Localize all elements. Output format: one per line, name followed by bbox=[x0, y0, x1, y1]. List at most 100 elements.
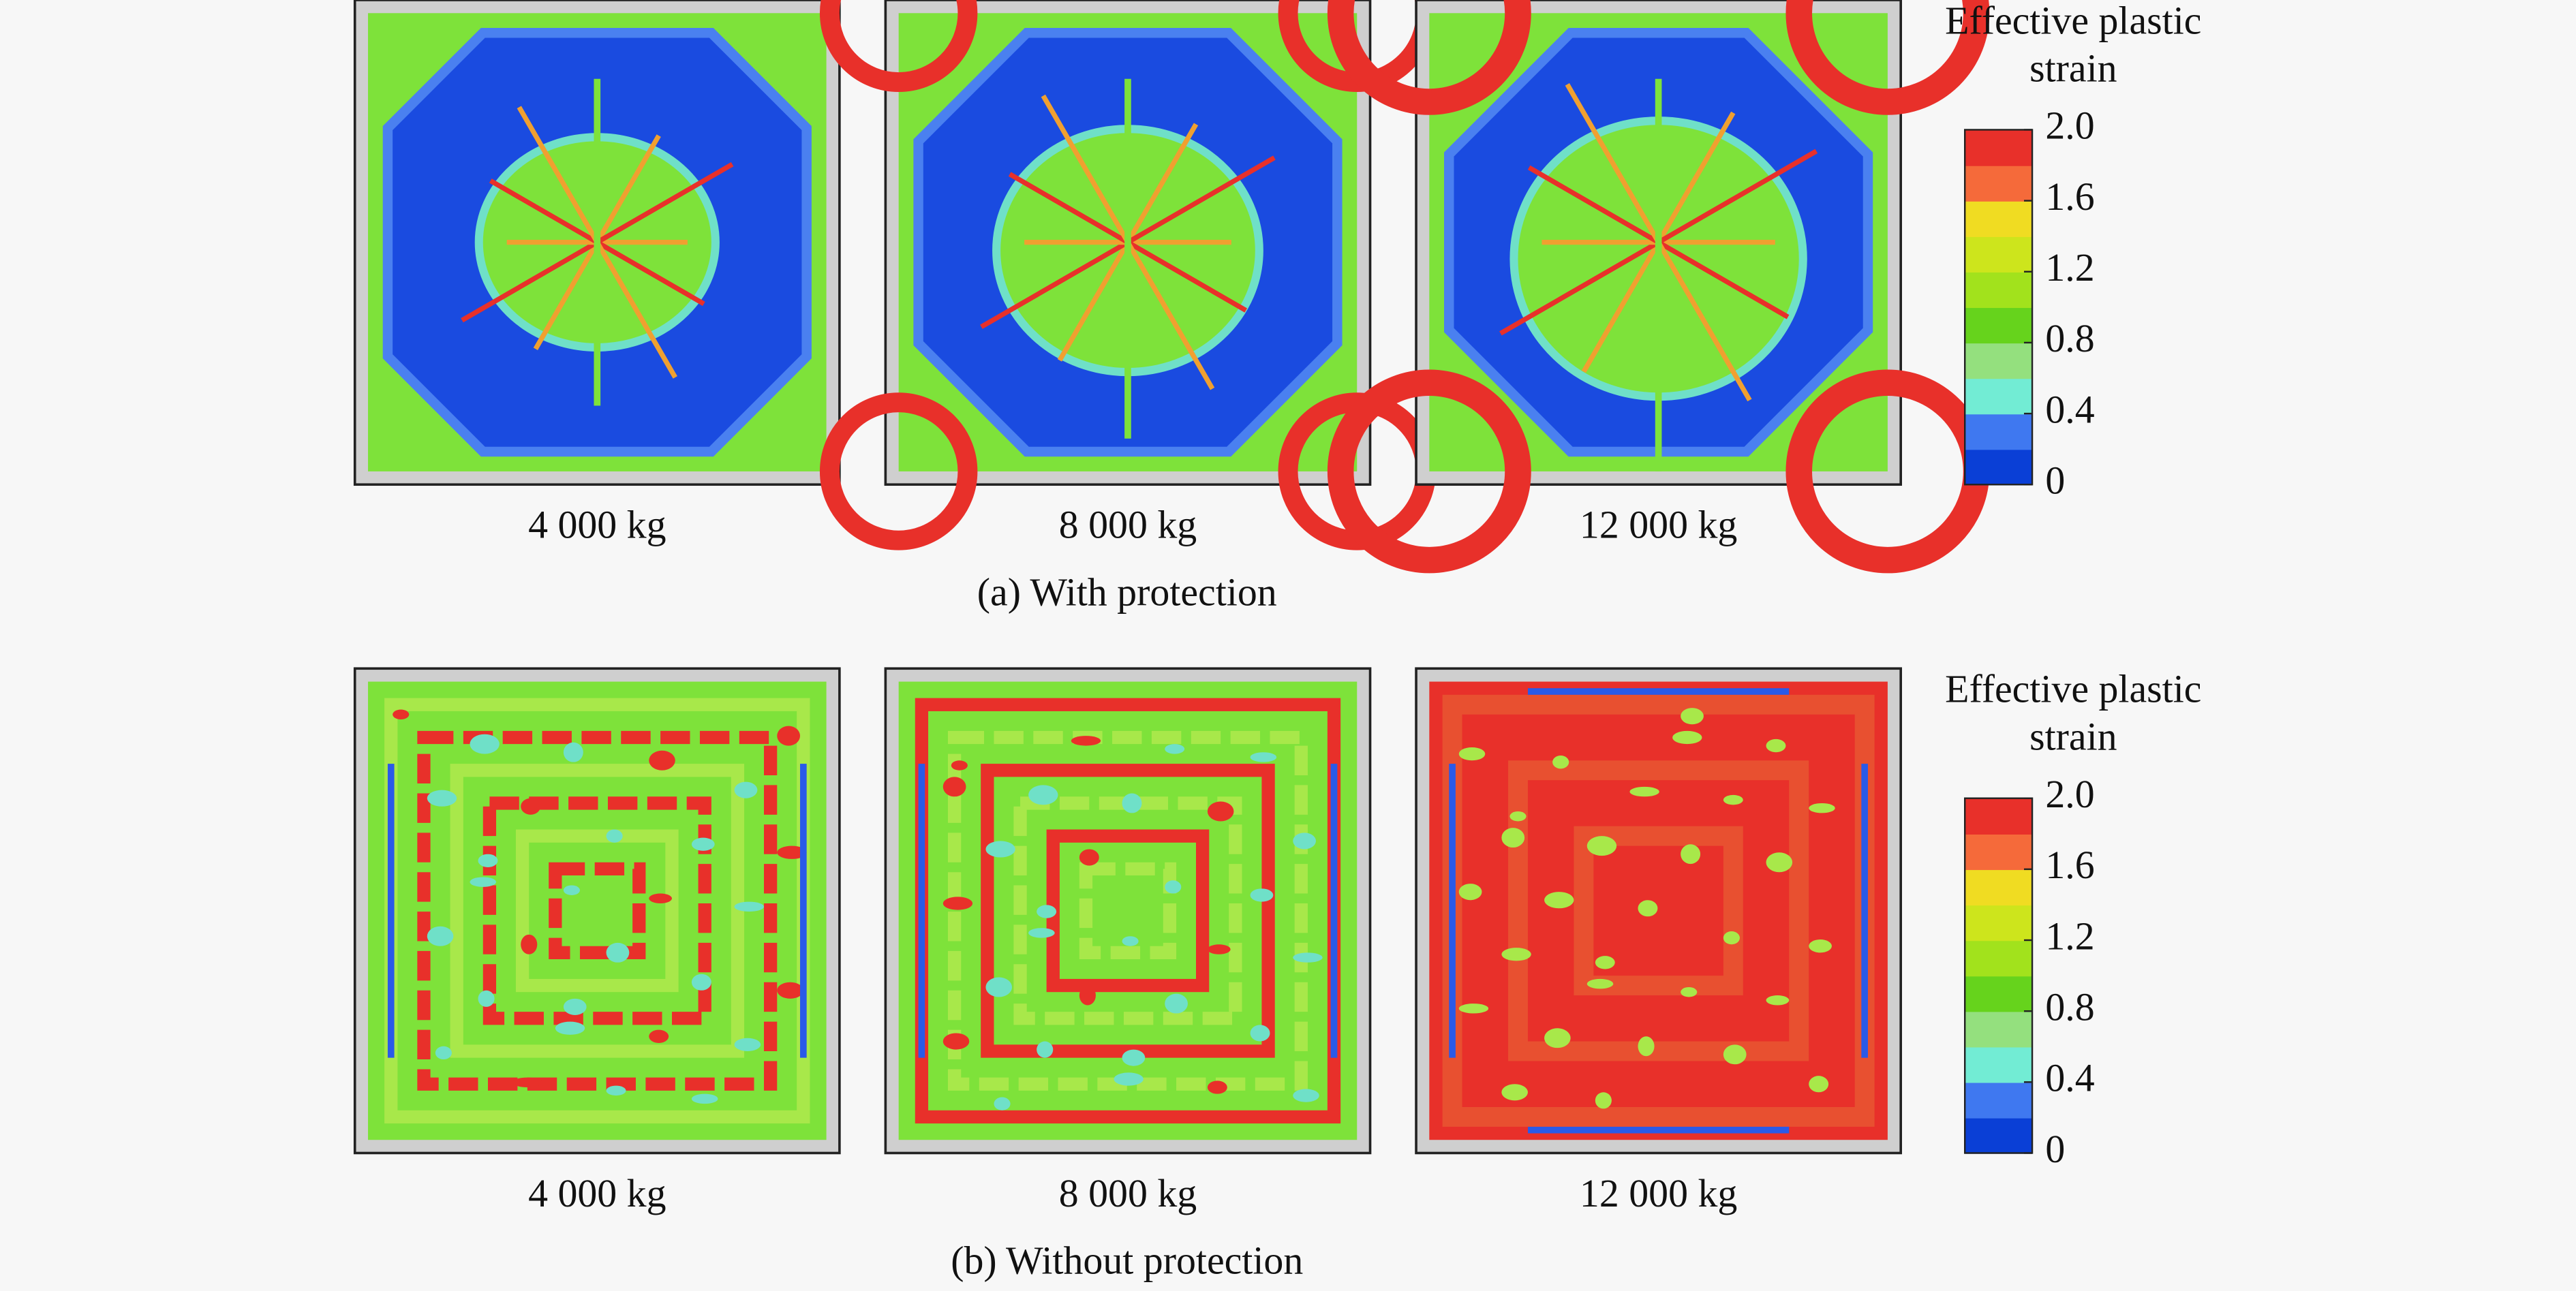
region bbox=[985, 841, 1015, 858]
colorbar-segment bbox=[1965, 414, 2033, 450]
region bbox=[1656, 240, 1752, 402]
region bbox=[1638, 900, 1658, 917]
region bbox=[1681, 844, 1701, 865]
region bbox=[1250, 888, 1274, 902]
region bbox=[563, 998, 587, 1015]
region bbox=[1527, 688, 1790, 695]
region bbox=[649, 1029, 669, 1043]
region bbox=[482, 796, 711, 1025]
region bbox=[450, 764, 745, 1058]
region bbox=[777, 845, 807, 859]
region bbox=[1541, 793, 1776, 1029]
region bbox=[1449, 764, 1456, 1058]
region bbox=[512, 1077, 542, 1088]
region bbox=[555, 1021, 585, 1035]
region bbox=[461, 240, 599, 323]
region bbox=[1071, 736, 1101, 746]
colorbar-segment bbox=[1965, 1046, 2033, 1083]
region bbox=[800, 764, 807, 1058]
colorbar-segment bbox=[1965, 271, 2033, 309]
region bbox=[1499, 240, 1660, 336]
colorbar-title: Effective plastic bbox=[1945, 667, 2201, 711]
region bbox=[1475, 728, 1842, 1094]
region bbox=[1681, 986, 1698, 997]
region bbox=[1809, 803, 1835, 813]
colorbar-segment bbox=[1965, 904, 2033, 942]
region bbox=[1293, 833, 1316, 850]
region bbox=[470, 734, 500, 754]
colorbar-segment bbox=[1965, 940, 2033, 977]
region bbox=[1458, 1004, 1489, 1014]
colorbar-segment bbox=[1965, 165, 2033, 202]
colorbar-tick-label: 1.2 bbox=[2045, 914, 2094, 958]
region bbox=[1079, 985, 1096, 1006]
colorbar-segment bbox=[1965, 129, 2033, 166]
region bbox=[1330, 764, 1338, 1058]
colorbar-segment bbox=[1965, 236, 2033, 273]
panel-label: 4 000 kg bbox=[528, 503, 666, 547]
region bbox=[734, 781, 758, 798]
region bbox=[533, 240, 600, 351]
panel-label: 12 000 kg bbox=[1580, 1171, 1737, 1215]
region bbox=[1037, 905, 1057, 918]
region bbox=[1028, 928, 1055, 938]
colorbar-segment bbox=[1965, 1082, 2033, 1119]
region bbox=[1501, 948, 1531, 961]
colorbar-segment bbox=[1965, 1117, 2033, 1154]
colorbar-frame bbox=[1964, 797, 2034, 1154]
region bbox=[1595, 1092, 1612, 1109]
region bbox=[1723, 794, 1743, 805]
region bbox=[1527, 1126, 1790, 1134]
colorbar-tick-label: 1.6 bbox=[2045, 843, 2094, 887]
region bbox=[1293, 1089, 1319, 1102]
region bbox=[1126, 155, 1276, 245]
colorbar-segment bbox=[1965, 798, 2033, 835]
region bbox=[427, 926, 454, 946]
region bbox=[1595, 956, 1615, 969]
region bbox=[1586, 836, 1617, 856]
region bbox=[980, 240, 1129, 329]
colorbar-segment bbox=[1965, 200, 2033, 237]
colorbar-tick-label: 1.6 bbox=[2045, 174, 2094, 219]
colorbar-tick-label: 0.8 bbox=[2045, 316, 2094, 360]
region bbox=[898, 681, 1358, 1140]
region bbox=[417, 730, 778, 1091]
region bbox=[478, 990, 495, 1007]
region bbox=[691, 974, 711, 991]
region bbox=[1165, 744, 1185, 754]
region bbox=[1552, 756, 1569, 769]
region bbox=[691, 1093, 718, 1104]
region bbox=[427, 790, 457, 807]
contour-image bbox=[1327, 0, 1990, 574]
region bbox=[1114, 1072, 1144, 1086]
region bbox=[1638, 1036, 1655, 1057]
contour-image bbox=[884, 667, 1372, 1155]
colorbar-tick-label: 1.2 bbox=[2045, 245, 2094, 290]
region bbox=[1327, 0, 1531, 115]
region bbox=[1008, 172, 1129, 245]
region bbox=[734, 901, 764, 912]
region bbox=[1581, 240, 1661, 373]
colorbar-title: Effective plastic bbox=[1945, 0, 2201, 42]
region bbox=[1656, 111, 1736, 244]
region bbox=[942, 777, 966, 797]
region bbox=[1207, 1080, 1227, 1094]
region bbox=[1861, 764, 1868, 1058]
contour-image bbox=[353, 667, 841, 1155]
region bbox=[1207, 944, 1231, 954]
colorbar-segment bbox=[1965, 833, 2033, 871]
contour-image bbox=[353, 0, 841, 486]
region bbox=[1122, 793, 1142, 813]
region bbox=[1037, 1041, 1054, 1058]
colorbar-segment bbox=[1965, 342, 2033, 379]
region bbox=[1809, 1076, 1829, 1093]
region bbox=[1458, 747, 1486, 761]
region bbox=[1429, 681, 1888, 1140]
region bbox=[1723, 1044, 1747, 1065]
region bbox=[387, 764, 395, 1058]
region bbox=[1766, 738, 1786, 753]
region bbox=[942, 897, 973, 910]
colorbar-segment bbox=[1965, 976, 2033, 1012]
region bbox=[393, 709, 410, 719]
